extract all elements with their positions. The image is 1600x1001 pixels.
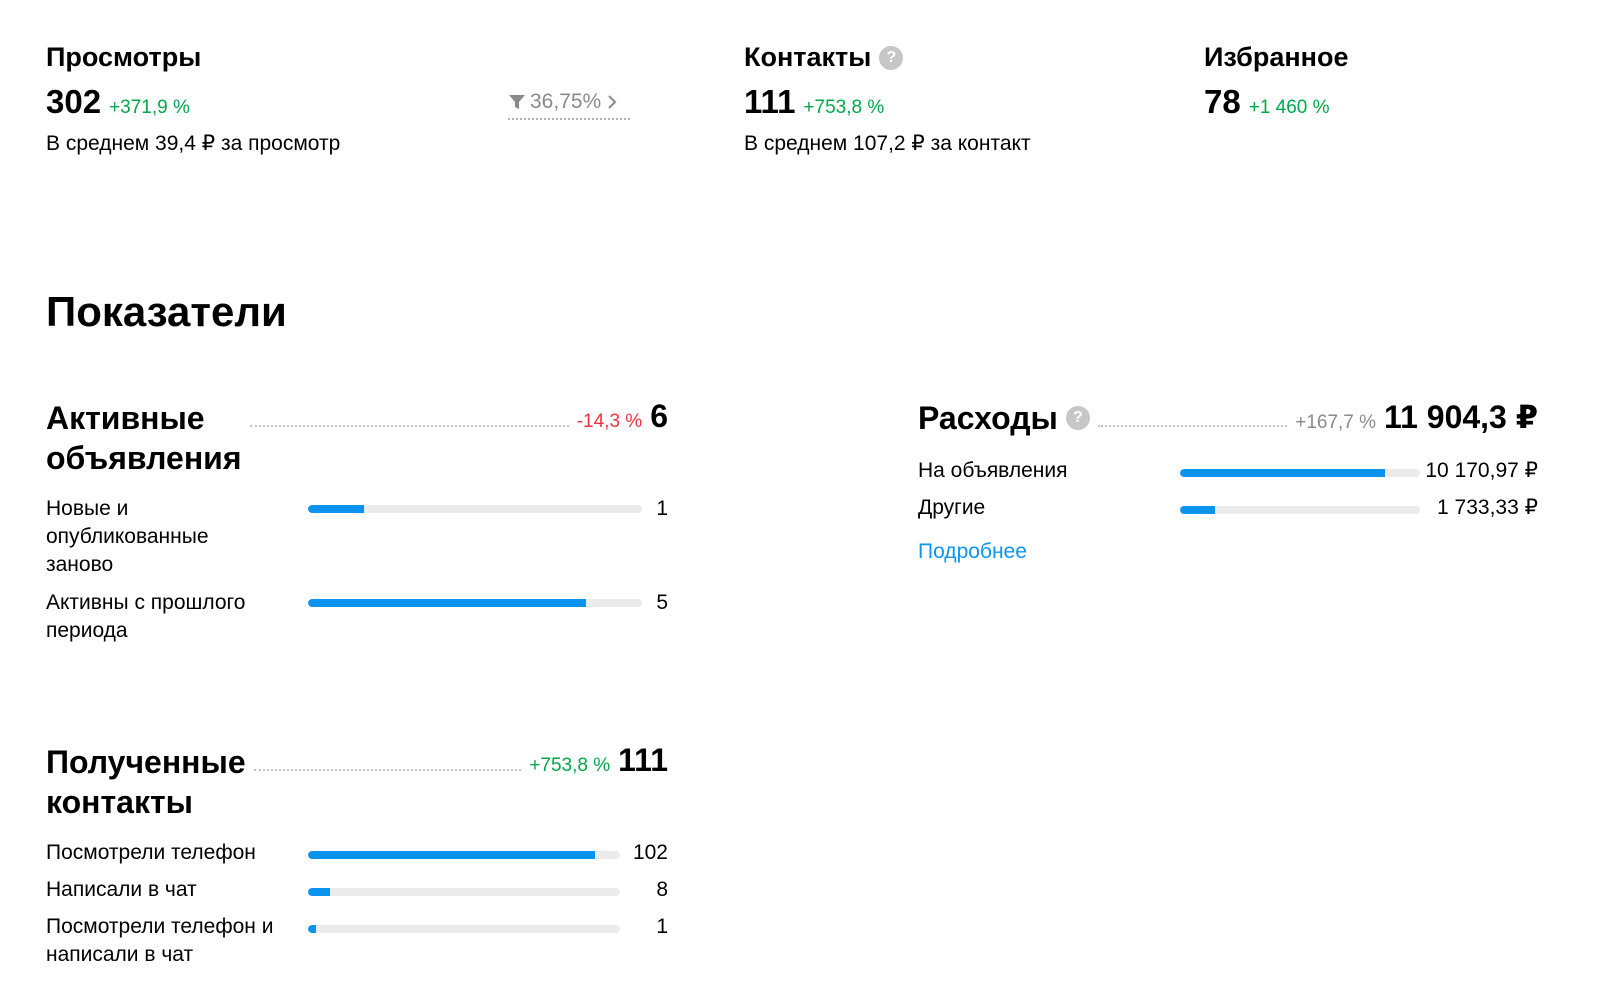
progress-bar (1180, 469, 1420, 477)
views-average: В среднем 39,4 ₽ за просмотр (46, 132, 341, 155)
row-value: 1 733,33 ₽ (1437, 496, 1538, 519)
views-metric: Просмотры 302 +371,9 % В среднем 39,4 ₽ … (46, 42, 340, 156)
expenses-block: Расходы ? +167,7 % 11 904,3 ₽ На объявле… (918, 398, 1538, 563)
favorites-value: 78 (1204, 83, 1241, 120)
favorites-title: Избранное (1204, 42, 1349, 72)
row-label: Написали в чат (46, 878, 197, 901)
leader-dots (249, 398, 569, 427)
progress-bar (308, 888, 620, 896)
progress-bar-fill (308, 925, 316, 933)
contacts-value: 111 (744, 83, 796, 120)
list-item: Другие 1 733,33 ₽ (918, 494, 1538, 524)
received-contacts-block: Полученные контакты +753,8 % 111 Посмотр… (46, 742, 668, 966)
row-value: 1 (656, 497, 668, 520)
row-label: Другие (918, 496, 986, 519)
row-value: 10 170,97 ₽ (1425, 459, 1538, 482)
funnel-icon (509, 95, 525, 109)
contacts-delta: +753,8 % (803, 97, 885, 118)
section-title: Показатели (46, 288, 287, 335)
row-label: Новые и опубликованные заново (46, 497, 209, 576)
list-item: Посмотрели телефон и написали в чат 1 (46, 913, 668, 969)
contacts-title: Контакты (744, 42, 872, 72)
row-label: Активны с прошлого периода (46, 591, 246, 642)
progress-bar (308, 925, 620, 933)
row-label: Посмотрели телефон и написали в чат (46, 915, 274, 966)
progress-bar (1180, 506, 1420, 514)
leader-dots (253, 742, 522, 771)
progress-bar-fill (308, 505, 364, 513)
received-contacts-title-line1: Полученные (46, 744, 246, 780)
favorites-delta: +1 460 % (1248, 97, 1330, 118)
progress-bar-fill (308, 851, 595, 859)
received-contacts-title-line2: контакты (46, 784, 193, 820)
conversion-value: 36,75% (530, 90, 602, 113)
expenses-delta: +167,7 % (1295, 412, 1377, 433)
expenses-total: 11 904,3 ₽ (1384, 399, 1538, 435)
received-contacts-total: 111 (618, 742, 668, 778)
contacts-average: В среднем 107,2 ₽ за контакт (744, 132, 1031, 155)
contacts-metric: Контакты ? 111 +753,8 % В среднем 107,2 … (744, 42, 1031, 156)
list-item: Новые и опубликованные заново 1 (46, 495, 668, 579)
question-circle-icon[interactable]: ? (879, 45, 904, 70)
received-contacts-delta: +753,8 % (529, 755, 611, 776)
chevron-right-icon (608, 95, 617, 109)
list-item: На объявления 10 170,97 ₽ (918, 457, 1538, 487)
progress-bar (308, 599, 642, 607)
views-title: Просмотры (46, 42, 202, 72)
active-ads-title-line1: Активные (46, 400, 205, 436)
progress-bar-fill (1180, 506, 1216, 514)
active-ads-total: 6 (650, 398, 668, 434)
active-ads-block: Активные объявления -14,3 % 6 Новые и оп… (46, 398, 668, 642)
progress-bar-fill (308, 599, 587, 607)
leader-dots (1097, 398, 1288, 427)
progress-bar (308, 505, 642, 513)
row-value: 1 (656, 915, 668, 938)
expenses-title: Расходы (918, 400, 1058, 436)
progress-bar (308, 851, 620, 859)
active-ads-delta: -14,3 % (576, 411, 643, 432)
list-item: Посмотрели телефон 102 (46, 839, 668, 869)
row-value: 8 (656, 878, 668, 901)
row-label: На объявления (918, 459, 1068, 482)
progress-bar-fill (1180, 469, 1385, 477)
progress-bar-fill (308, 888, 331, 896)
favorites-metric: Избранное 78 +1 460 % (1204, 42, 1348, 121)
row-value: 5 (656, 591, 668, 614)
question-circle-icon[interactable]: ? (1065, 406, 1090, 430)
more-details-link[interactable]: Подробнее (918, 540, 1027, 563)
views-value: 302 (46, 83, 102, 120)
active-ads-title-line2: объявления (46, 440, 242, 476)
views-delta: +371,9 % (109, 97, 190, 118)
row-label: Посмотрели телефон (46, 841, 256, 864)
row-value: 102 (632, 841, 668, 864)
list-item: Активны с прошлого периода 5 (46, 589, 668, 645)
list-item: Написали в чат 8 (46, 876, 668, 906)
conversion-link[interactable]: 36,75% (508, 90, 630, 120)
